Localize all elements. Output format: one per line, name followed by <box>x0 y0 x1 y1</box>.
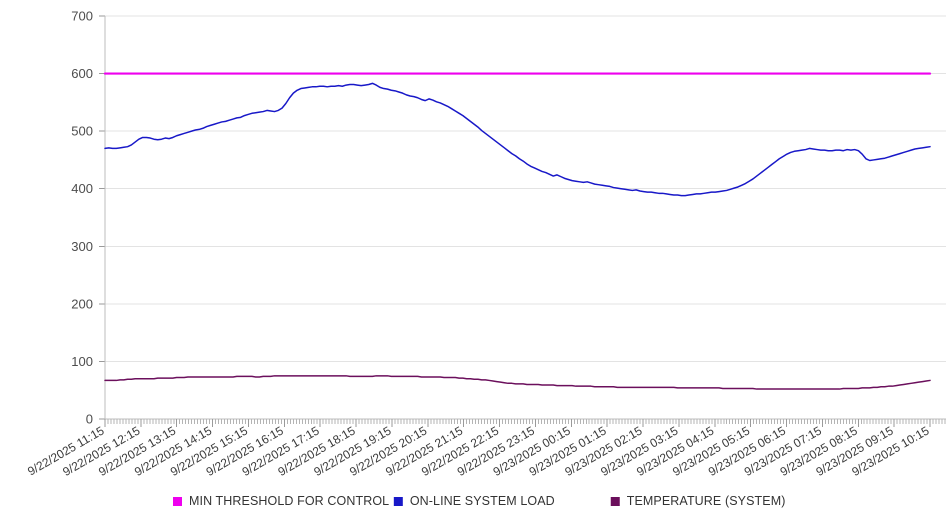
y-axis-tick-label: 500 <box>71 124 93 139</box>
axis-lines <box>104 16 946 420</box>
y-axis-tick-label: 300 <box>71 239 93 254</box>
y-axis-labels: 0 100 200 300 400 500 600 700 <box>71 9 93 427</box>
y-axis-tick-label: 600 <box>71 66 93 81</box>
legend-swatch-1 <box>393 497 403 506</box>
y-axis-tick-label: 200 <box>71 296 93 311</box>
series-line-1 <box>104 82 931 197</box>
chart-legend: MIN THRESHOLD FOR CONTROL ON-LINE SYSTEM … <box>173 494 785 508</box>
legend-swatch-0 <box>173 497 182 506</box>
y-axis-tick-label: 400 <box>71 181 93 196</box>
data-series <box>103 72 932 390</box>
y-axis-tick-marks <box>99 15 105 420</box>
series-line-2 <box>104 375 931 390</box>
legend-label-1: ON-LINE SYSTEM LOAD <box>410 494 555 508</box>
legend-swatch-2 <box>610 497 620 506</box>
y-axis-tick-label: 100 <box>71 354 93 369</box>
gridlines <box>105 15 946 362</box>
legend-label-2: TEMPERATURE (SYSTEM) <box>627 494 786 508</box>
x-axis-labels: 9/22/2025 11:159/22/2025 12:159/22/2025 … <box>25 423 932 479</box>
x-axis-tick-marks <box>104 419 946 427</box>
legend-label-0: MIN THRESHOLD FOR CONTROL <box>189 494 389 508</box>
y-axis-tick-label: 700 <box>71 9 93 24</box>
y-axis-tick-label: 0 <box>86 412 93 427</box>
